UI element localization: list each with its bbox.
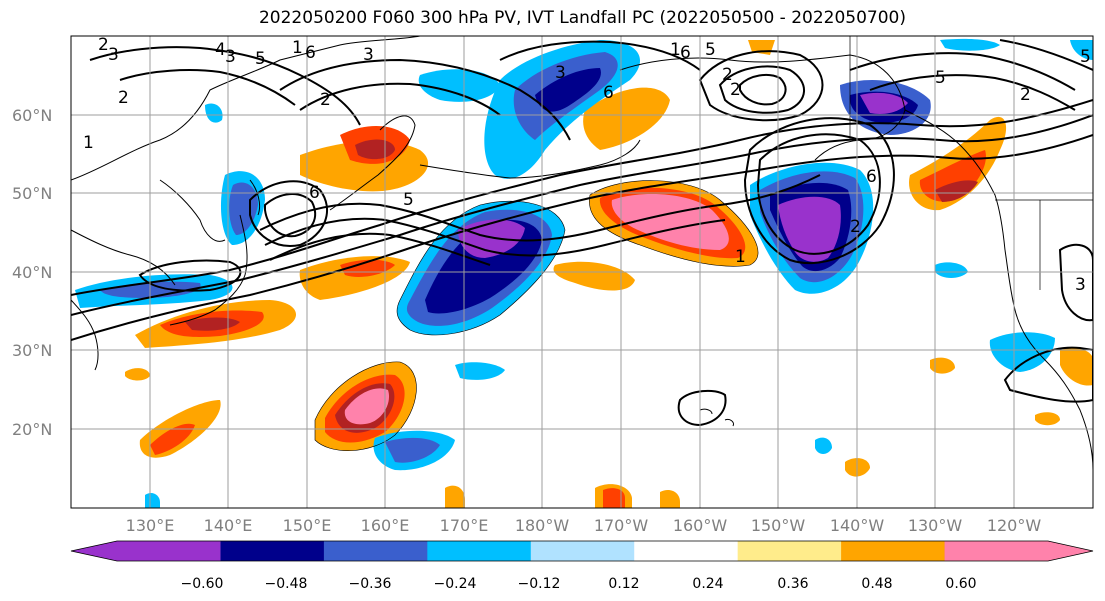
colorbar-tick-label: 0.48: [861, 576, 892, 592]
lon-label: 140°E: [204, 516, 253, 535]
contour-label: 5: [935, 68, 946, 88]
colorbar-ticks: −0.60 −0.48 −0.36 −0.24 −0.12 0.12 0.24 …: [181, 576, 977, 592]
colorbar-tick-label: 0.60: [945, 576, 976, 592]
contour-label: 2: [1020, 85, 1031, 105]
colorbar: [70, 540, 1094, 562]
lon-label: 130°E: [126, 516, 175, 535]
contour-labels: 2 3 1 2 3 4 5 6 6 5 3 1 2 3 6 5 6 2 1 2 …: [83, 35, 1091, 295]
contour-label: 6: [866, 167, 877, 187]
lat-label: 20°N: [12, 420, 52, 439]
contour-label: 6: [680, 43, 691, 63]
contour-label: 2: [722, 65, 733, 85]
pc-anomaly-fill: [75, 38, 1093, 508]
contour-label: 6: [305, 43, 316, 63]
contour-label: 1: [292, 38, 303, 58]
contour-label: 2: [850, 217, 861, 237]
lon-label: 120°W: [987, 516, 1042, 535]
plot-frame: [70, 35, 1094, 509]
colorbar-tick-label: −0.60: [181, 576, 224, 592]
colorbar-tick-label: 0.24: [692, 576, 723, 592]
latitude-labels: 60°N 50°N 40°N 30°N 20°N: [12, 106, 52, 439]
lon-label: 170°W: [594, 516, 649, 535]
contour-label: 3: [225, 47, 236, 67]
contour-label: 6: [603, 83, 614, 103]
colorbar-segment: [634, 541, 739, 561]
contour-label: 1: [83, 133, 94, 153]
colorbar-tick-label: −0.48: [265, 576, 308, 592]
colorbar-tick-label: −0.36: [349, 576, 392, 592]
lon-label: 170°E: [440, 516, 489, 535]
colorbar-tick-label: 0.36: [777, 576, 808, 592]
lon-label: 160°E: [361, 516, 410, 535]
lat-label: 30°N: [12, 341, 52, 360]
colorbar-outline: [70, 540, 1094, 562]
pc-outline: [314, 180, 759, 451]
contour-label: 1: [735, 247, 746, 267]
contour-label: 2: [730, 80, 741, 100]
pv-contours: [71, 39, 1093, 427]
contour-label: 3: [555, 63, 566, 83]
contour-label: 5: [403, 190, 414, 210]
contour-label: 5: [1080, 47, 1091, 67]
contour-label: 2: [98, 35, 109, 55]
colorbar-tick-label: −0.12: [518, 576, 561, 592]
colorbar-segment: [427, 541, 532, 561]
contour-label: 6: [309, 183, 320, 203]
contour-label: 1: [670, 40, 681, 60]
lon-label: 150°W: [751, 516, 806, 535]
lon-label: 150°E: [283, 516, 332, 535]
lat-label: 60°N: [12, 106, 52, 125]
colorbar-tick-label: 0.12: [608, 576, 639, 592]
contour-label: 4: [215, 40, 226, 60]
contour-label: 5: [705, 40, 716, 60]
contour-label: 3: [363, 45, 374, 65]
contour-label: 2: [320, 90, 331, 110]
colorbar-segment: [530, 541, 635, 561]
map-title: 2022050200 F060 300 hPa PV, IVT Landfall…: [258, 8, 906, 28]
gridlines: [71, 36, 1093, 508]
contour-label: 5: [255, 49, 266, 69]
longitude-labels: 130°E 140°E 150°E 160°E 170°E 180°W 170°…: [126, 516, 1042, 535]
lon-label: 160°W: [673, 516, 728, 535]
colorbar-segment: [737, 541, 842, 561]
colorbar-tick-label: −0.24: [434, 576, 477, 592]
contour-label: 2: [118, 88, 129, 108]
colorbar-segment: [841, 541, 946, 561]
lon-label: 140°W: [830, 516, 885, 535]
contour-label: 3: [108, 45, 119, 65]
lon-label: 180°W: [515, 516, 570, 535]
colorbar-segment: [71, 541, 221, 561]
colorbar-segment: [323, 541, 428, 561]
colorbar-segment: [220, 541, 325, 561]
lon-label: 130°W: [908, 516, 963, 535]
lat-label: 40°N: [12, 263, 52, 282]
lat-label: 50°N: [12, 184, 52, 203]
contour-label: 3: [1075, 275, 1086, 295]
colorbar-segment: [944, 541, 1093, 561]
